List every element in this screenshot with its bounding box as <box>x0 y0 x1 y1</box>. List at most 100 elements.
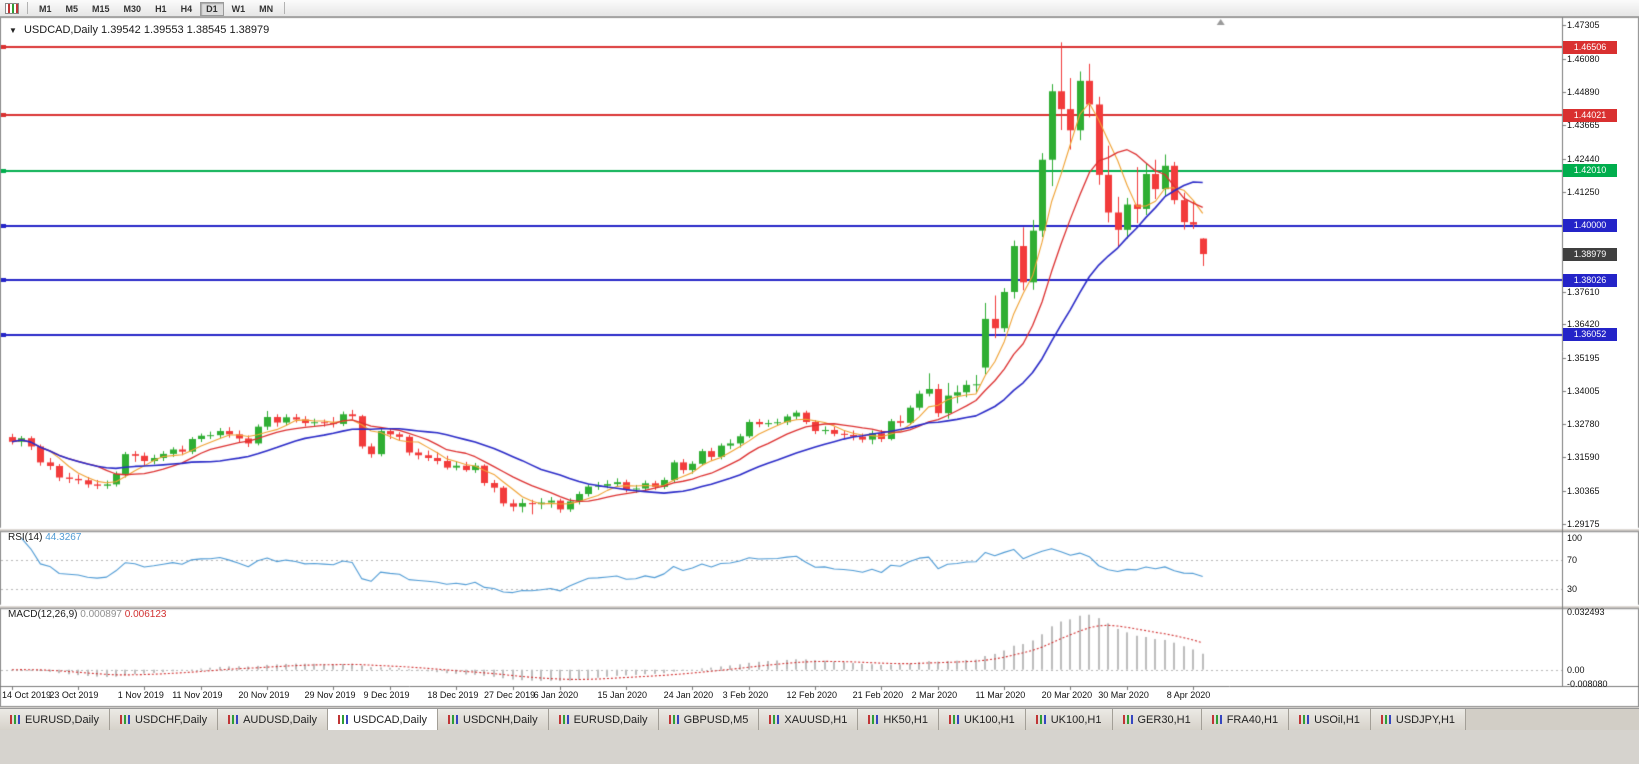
chart-tab-audusd-daily[interactable]: AUDUSD,Daily <box>218 709 329 730</box>
macd-axis-tick-label: 0.032493 <box>1567 607 1605 618</box>
price-axis-tick-label: 1.35195 <box>1567 353 1600 364</box>
chart-tab-label: USDJPY,H1 <box>1395 713 1456 726</box>
date-axis-label: 23 Oct 2019 <box>49 690 99 700</box>
macd-name: MACD(12,26,9) <box>8 609 78 620</box>
chart-tab-label: UK100,H1 <box>963 713 1015 726</box>
chart-tab-label: FRA40,H1 <box>1226 713 1279 726</box>
timeframe-button-M30[interactable]: M30 <box>123 4 142 14</box>
macd-signal-value: 0.006123 <box>124 609 167 620</box>
chart-tab-usdcnh-daily[interactable]: USDCNH,Daily <box>438 709 549 730</box>
rsi-axis-tick-label: 100 <box>1567 533 1583 544</box>
chart-tab-ger30-h1[interactable]: GER30,H1 <box>1112 709 1202 730</box>
chart-tab-fra40-h1[interactable]: FRA40,H1 <box>1201 709 1290 730</box>
chart-tab-uk100-h1[interactable]: UK100,H1 <box>938 709 1026 730</box>
candlestick-chart-icon <box>228 715 239 724</box>
date-axis-label: 1 Nov 2019 <box>117 690 164 700</box>
chart-tab-eurusd-daily[interactable]: EURUSD,Daily <box>0 709 110 730</box>
date-axis-label: 12 Feb 2020 <box>786 690 837 700</box>
timeframe-button-H4[interactable]: H4 <box>180 4 193 14</box>
price-axis-tick-label: 1.44890 <box>1567 86 1600 97</box>
chart-tab-label: USDCAD,Daily <box>353 713 428 726</box>
candlestick-chart-icon <box>1299 715 1310 724</box>
chart-title-ohlc: 1.39542 1.39553 1.38545 1.38979 <box>101 24 270 36</box>
date-axis-label: 14 Oct 2019 <box>2 690 52 700</box>
candlestick-chart-icon <box>1211 715 1222 724</box>
price-axis-tick-label: 1.43665 <box>1567 120 1600 131</box>
chart-tab-label: USDCNH,Daily <box>463 713 538 726</box>
candlestick-chart-icon <box>448 715 459 724</box>
date-axis-label: 24 Jan 2020 <box>663 690 714 700</box>
candlestick-chart-icon <box>948 715 959 724</box>
hline-price-badge: 1.38026 <box>1563 273 1617 287</box>
hline-price-badge: 1.40000 <box>1563 219 1617 233</box>
chart-title-symbol: USDCAD,Daily <box>23 24 98 36</box>
chart-icon[interactable] <box>5 2 19 14</box>
date-axis-label: 30 Mar 2020 <box>1098 690 1149 700</box>
date-axis-label: 6 Jan 2020 <box>533 690 579 700</box>
chart-tab-label: HK50,H1 <box>883 713 928 726</box>
timeframe-button-M5[interactable]: M5 <box>65 4 79 14</box>
chart-tab-label: EURUSD,Daily <box>573 713 648 726</box>
chart-tab-usdjpy-h1[interactable]: USDJPY,H1 <box>1370 709 1467 730</box>
macd-indicator-label: MACD(12,26,9) 0.000897 0.006123 <box>8 609 166 620</box>
date-axis-label: 20 Mar 2020 <box>1041 690 1093 700</box>
date-axis-label: 20 Nov 2019 <box>238 690 290 700</box>
hline-price-badge: 1.36052 <box>1563 328 1617 341</box>
date-axis-label: 11 Nov 2019 <box>172 690 223 700</box>
toolbar-separator <box>27 2 28 14</box>
chart-tab-uk100-h1[interactable]: UK100,H1 <box>1025 709 1113 730</box>
candlestick-chart-icon <box>558 715 569 724</box>
price-axis-tick-label: 1.37610 <box>1567 286 1600 297</box>
macd-axis-tick-label: -0.008080 <box>1567 679 1608 690</box>
chart-tab-usdchf-daily[interactable]: USDCHF,Daily <box>109 709 219 730</box>
timeframe-button-MN[interactable]: MN <box>259 4 274 14</box>
timeframe-button-M1[interactable]: M1 <box>39 4 52 14</box>
chart-tab-gbpusd-m5[interactable]: GBPUSD,M5 <box>658 709 760 730</box>
price-axis-tick-label: 1.41250 <box>1567 186 1600 197</box>
date-axis-label: 8 Apr 2020 <box>1166 690 1211 700</box>
date-axis-label: 27 Dec 2019 <box>484 690 536 700</box>
price-axis-tick-label: 1.46080 <box>1567 53 1600 64</box>
candlestick-chart-icon <box>338 715 349 724</box>
chart-tab-usoil-h1[interactable]: USOil,H1 <box>1289 709 1371 730</box>
price-axis-tick-label: 1.36420 <box>1567 319 1600 330</box>
chart-tab-label: USDCHF,Daily <box>134 713 208 726</box>
candlestick-chart-icon <box>1380 715 1391 724</box>
chart-tab-label: GBPUSD,M5 <box>683 713 749 726</box>
candlestick-chart-icon <box>1035 715 1046 724</box>
hline-price-badge: 1.46506 <box>1563 40 1617 54</box>
chart-menu-icon[interactable]: ▼ <box>9 26 17 35</box>
chart-tab-bar: EURUSD,Daily USDCHF,Daily AUDUSD,Daily USDC… <box>0 708 1639 730</box>
candlestick-chart-icon <box>10 715 20 724</box>
chart-tab-xauusd-h1[interactable]: XAUUSD,H1 <box>759 709 859 730</box>
date-axis-label: 15 Jan 2020 <box>597 690 647 700</box>
chart-tab-hk50-h1[interactable]: HK50,H1 <box>858 709 939 730</box>
rsi-axis-tick-label: 30 <box>1567 584 1578 595</box>
rsi-axis-tick-label: 70 <box>1567 554 1578 565</box>
current-price-badge: 1.38979 <box>1563 247 1617 261</box>
chart-tab-eurusd-daily[interactable]: EURUSD,Daily <box>548 709 659 730</box>
timeframe-button-W1[interactable]: W1 <box>231 4 246 14</box>
macd-axis-tick-label: 0.00 <box>1567 664 1585 675</box>
rsi-indicator-label: RSI(14) 44.3267 <box>8 532 81 543</box>
date-axis-label: 29 Nov 2019 <box>304 690 356 700</box>
timeframe-button-D1[interactable]: D1 <box>200 2 224 16</box>
price-axis-tick-label: 1.29175 <box>1567 518 1600 529</box>
candlestick-chart-icon <box>868 715 879 724</box>
rsi-name: RSI(14) <box>8 532 43 543</box>
candlestick-chart-icon <box>1122 715 1133 724</box>
chart-tab-label: UK100,H1 <box>1050 713 1102 726</box>
timeframe-button-M15[interactable]: M15 <box>92 4 110 14</box>
price-axis-tick-label: 1.47305 <box>1567 20 1600 31</box>
candlestick-chart-icon <box>668 715 679 724</box>
chart-tab-usdcad-daily[interactable]: USDCAD,Daily <box>328 709 439 730</box>
timeframe-buttons-group: M1 M5 M15 M30 H1 H4 D1 W1 MN <box>32 0 280 17</box>
hline-price-badge: 1.44021 <box>1563 108 1617 122</box>
hline-price-badge: 1.42010 <box>1563 164 1617 178</box>
timeframe-button-H1[interactable]: H1 <box>155 4 167 14</box>
date-axis-label: 18 Dec 2019 <box>427 690 479 700</box>
date-axis-label: 3 Feb 2020 <box>722 690 769 700</box>
chart-tab-label: GER30,H1 <box>1137 713 1191 726</box>
chart-tab-label: USOil,H1 <box>1314 713 1360 726</box>
